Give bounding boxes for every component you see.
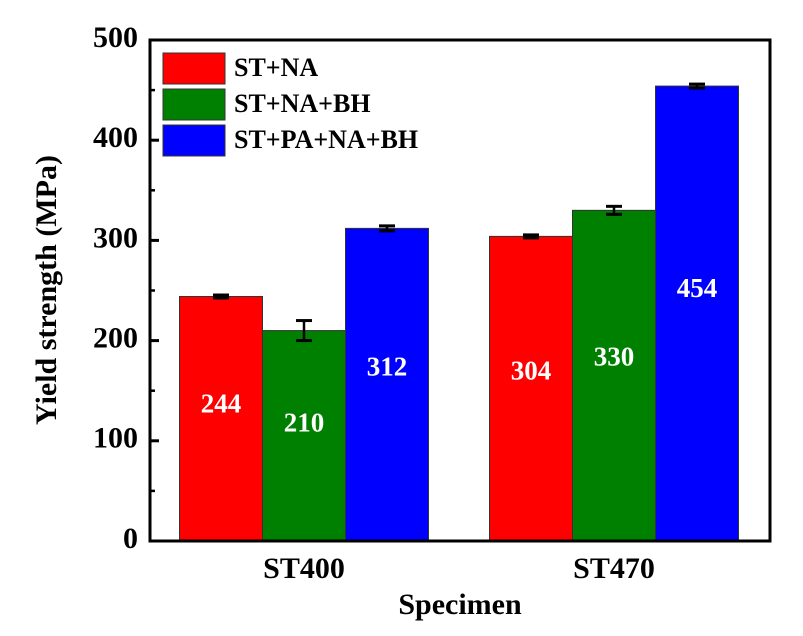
x-axis-ticks: ST400 ST470 bbox=[263, 552, 655, 585]
x-tick-label: ST400 bbox=[263, 552, 345, 585]
error-bar bbox=[523, 233, 539, 240]
error-bar bbox=[296, 319, 312, 343]
error-bars-layer bbox=[213, 82, 705, 343]
bar-st400-2 bbox=[262, 330, 346, 542]
legend-item: ST+NA+BH bbox=[162, 88, 371, 121]
y-tick-label: 200 bbox=[93, 321, 138, 354]
x-tick-label: ST470 bbox=[573, 552, 655, 585]
legend: ST+NA ST+NA+BH ST+PA+NA+BH bbox=[162, 52, 418, 157]
error-bar bbox=[213, 293, 229, 300]
bar-st400-1 bbox=[179, 296, 263, 542]
y-tick-label: 300 bbox=[93, 221, 138, 254]
y-tick-label: 0 bbox=[123, 522, 138, 555]
data-label: 210 bbox=[284, 407, 325, 437]
data-label: 312 bbox=[367, 351, 408, 381]
y-tick-label: 500 bbox=[93, 21, 138, 54]
error-bar bbox=[606, 204, 622, 216]
data-label: 304 bbox=[511, 356, 552, 386]
legend-swatch bbox=[162, 124, 226, 157]
bar-st470-1 bbox=[489, 235, 573, 542]
legend-item: ST+NA bbox=[162, 52, 318, 85]
bar-st470-2 bbox=[572, 209, 656, 542]
bars-layer bbox=[179, 85, 739, 542]
legend-label: ST+NA bbox=[234, 53, 318, 82]
y-tick-label: 400 bbox=[93, 121, 138, 154]
legend-swatch bbox=[162, 52, 226, 85]
data-label: 330 bbox=[594, 341, 635, 371]
y-axis-ticks: 0 100 200 300 400 500 bbox=[93, 21, 159, 555]
legend-label: ST+PA+NA+BH bbox=[234, 125, 418, 154]
bar-st470-3 bbox=[655, 85, 739, 542]
y-tick-label: 100 bbox=[93, 422, 138, 455]
error-bar bbox=[689, 82, 705, 90]
bar-labels-layer: 244 210 312 304 330 454 bbox=[201, 273, 718, 437]
legend-item: ST+PA+NA+BH bbox=[162, 124, 418, 157]
x-axis-label: Specimen bbox=[398, 588, 522, 621]
bar-st400-3 bbox=[345, 227, 429, 542]
data-label: 244 bbox=[201, 389, 242, 419]
legend-label: ST+NA+BH bbox=[234, 89, 371, 118]
legend-swatch bbox=[162, 88, 226, 121]
data-label: 454 bbox=[677, 273, 718, 303]
y-axis-label: Yield strength (MPa) bbox=[30, 155, 63, 425]
error-bar bbox=[379, 224, 395, 233]
